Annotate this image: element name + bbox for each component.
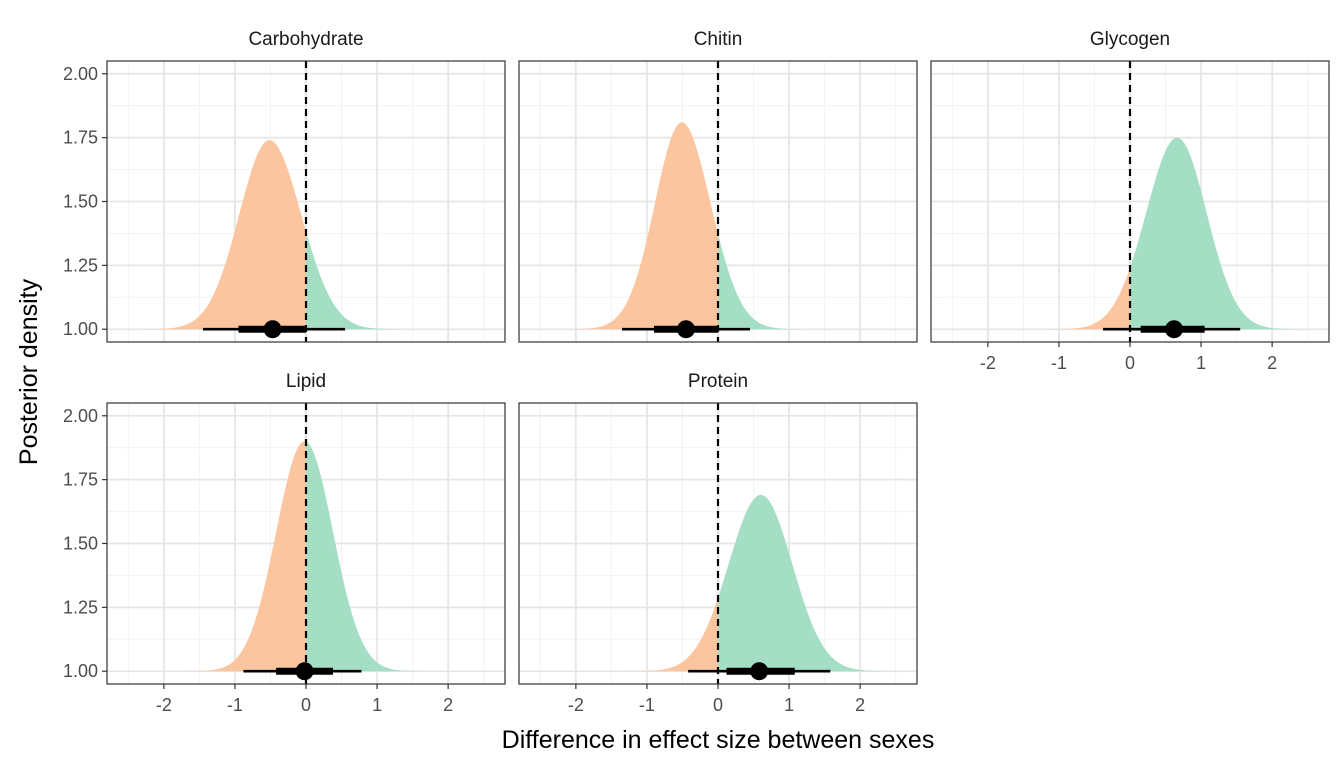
x-tick-label: 2 (1267, 353, 1277, 373)
x-tick-label: -1 (1051, 353, 1067, 373)
density-below-zero (107, 441, 306, 672)
density-below-zero (931, 267, 1130, 330)
x-tick-label: -2 (156, 695, 172, 715)
y-tick-label: 1.75 (63, 128, 98, 148)
x-tick-label: -1 (227, 695, 243, 715)
y-tick-label: 1.00 (63, 661, 98, 681)
x-tick-label: -2 (568, 695, 584, 715)
density-above-zero (718, 233, 917, 330)
panel-lipid: Lipid 1.00 1.25 1.50 1.75 2.00 -2 -1 0 1 2 (63, 371, 506, 715)
density-above-zero (306, 441, 505, 672)
density-above-zero (306, 231, 505, 330)
density-below-zero (519, 122, 718, 330)
y-axis-title: Posterior density (15, 278, 43, 465)
facet-label: Chitin (694, 29, 743, 50)
x-tick-label: 2 (855, 695, 865, 715)
x-tick-label: 0 (713, 695, 723, 715)
y-tick-label: 1.25 (63, 255, 98, 275)
panel-chitin: Chitin (518, 29, 918, 343)
facet-label: Protein (688, 371, 748, 392)
x-tick-label: 1 (784, 695, 794, 715)
x-tick-label: 1 (1196, 353, 1206, 373)
x-tick-label: -1 (639, 695, 655, 715)
y-tick-label: 1.50 (63, 534, 98, 554)
panel-glycogen: Glycogen -2 -1 0 1 2 (930, 29, 1330, 373)
panel-carbohydrate: Carbohydrate 1.00 1.25 1.50 1.75 2.00 (63, 29, 506, 343)
x-tick-label: 1 (372, 695, 382, 715)
point-estimate (263, 320, 282, 339)
x-tick-label: 2 (443, 695, 453, 715)
y-tick-label: 1.25 (63, 597, 98, 617)
x-tick-label: -2 (980, 353, 996, 373)
facet-panels: Carbohydrate 1.00 1.25 1.50 1.75 2.00 Chitin Gl… (63, 29, 1330, 715)
y-tick-label: 1.75 (63, 470, 98, 490)
y-tick-label: 2.00 (63, 406, 98, 426)
density-above-zero (1130, 137, 1329, 330)
point-estimate (677, 320, 696, 339)
y-tick-label: 1.50 (63, 192, 98, 212)
y-tick-label: 2.00 (63, 64, 98, 84)
panel-protein: Protein -2 -1 0 1 2 (518, 371, 918, 715)
x-tick-label: 0 (301, 695, 311, 715)
point-estimate (1165, 320, 1184, 339)
point-estimate (750, 662, 769, 681)
y-tick-label: 1.00 (63, 319, 98, 339)
point-estimate (295, 662, 314, 681)
panel-border (518, 60, 918, 343)
facet-label: Lipid (286, 371, 326, 392)
x-tick-label: 0 (1125, 353, 1135, 373)
facet-label: Carbohydrate (248, 29, 363, 50)
facet-label: Glycogen (1090, 29, 1170, 50)
density-above-zero (718, 494, 917, 672)
density-below-zero (107, 140, 306, 330)
x-axis-title: Difference in effect size between sexes (502, 726, 935, 754)
density-below-zero (519, 597, 718, 672)
